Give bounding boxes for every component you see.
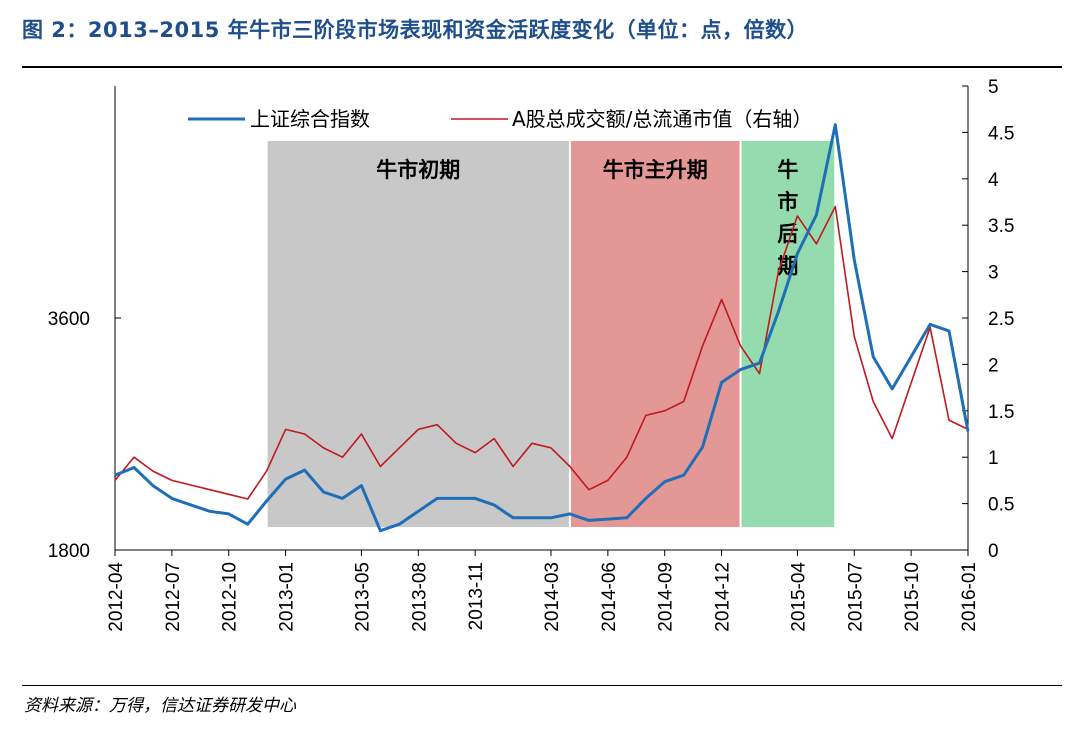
- series-line-turnover-ratio: [114, 205, 969, 500]
- bottom-rule: [22, 685, 1062, 686]
- x-tick-label: 2013-05: [352, 562, 373, 632]
- chart: 牛市初期 牛市主升期 牛市后期 3600180054.543.532.521.510…: [48, 77, 1015, 632]
- x-tick-label: 2014-06: [599, 562, 620, 632]
- right-tick-label: 0.5: [988, 495, 1014, 516]
- x-tick-label: 2014-09: [656, 562, 677, 632]
- right-tick-label: 0: [988, 541, 999, 562]
- right-tick-label: 1.5: [988, 402, 1014, 423]
- right-tick-label: 3: [988, 263, 999, 284]
- phase-main-label: 牛市主升期: [603, 158, 708, 182]
- legend-label-shanghai-index: 上证综合指数: [250, 107, 370, 131]
- x-tick-label: 2012-04: [106, 562, 127, 632]
- phase-main-band: [570, 141, 740, 527]
- x-tick-label: 2014-12: [713, 562, 734, 632]
- source-note: 资料来源：万得，信达证券研发中心: [24, 696, 296, 716]
- series-line-shanghai-index: [114, 123, 970, 533]
- right-tick-label: 4.5: [988, 123, 1014, 144]
- x-tick-label: 2013-11: [466, 562, 487, 630]
- x-tick-label: 2014-03: [542, 562, 563, 632]
- x-tick-label: 2012-07: [163, 562, 184, 632]
- x-tick-label: 2013-01: [277, 562, 298, 632]
- phase-early-label: 牛市初期: [376, 158, 460, 182]
- right-tick-label: 1: [988, 448, 999, 469]
- x-tick-label: 2015-04: [788, 562, 809, 632]
- x-tick-label: 2016-01: [959, 562, 980, 632]
- right-tick-label: 2: [988, 355, 999, 376]
- left-tick-label: 3600: [48, 309, 90, 330]
- top-rule: [22, 66, 1062, 68]
- right-tick-label: 3.5: [988, 216, 1014, 237]
- right-tick-label: 4: [988, 170, 999, 191]
- legend-label-turnover-ratio: A股总成交额/总流通市值（右轴）: [512, 107, 812, 131]
- right-tick-label: 5: [988, 77, 999, 98]
- x-tick-label: 2013-08: [409, 562, 430, 632]
- x-tick-label: 2015-07: [845, 562, 866, 632]
- right-tick-label: 2.5: [988, 309, 1014, 330]
- phase-early-band: [267, 141, 569, 527]
- x-tick-label: 2015-10: [902, 562, 923, 632]
- x-tick-label: 2012-10: [220, 562, 241, 632]
- left-tick-label: 1800: [48, 541, 90, 562]
- figure-title: 图 2：2013–2015 年牛市三阶段市场表现和资金活跃度变化（单位：点，倍数…: [22, 18, 809, 42]
